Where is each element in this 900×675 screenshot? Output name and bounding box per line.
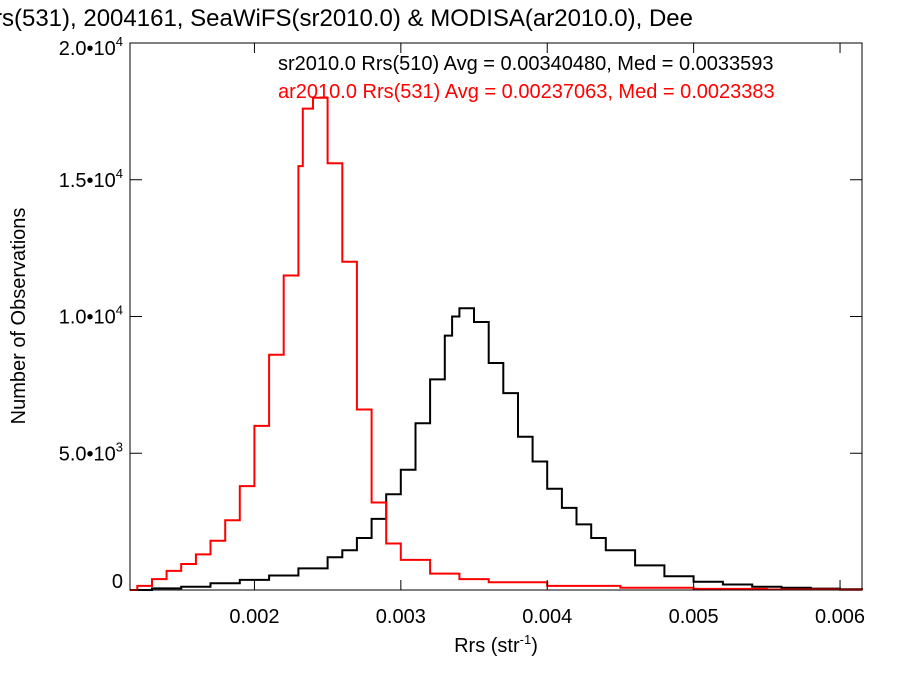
chart-title: rs(531), 2004161, SeaWiFS(sr2010.0) & MO… [0,5,693,32]
x-tick-label-2: 0.004 [522,606,572,628]
x-tick-label-4: 0.006 [815,606,865,628]
y-tick-label-3: 1.5•104 [59,166,123,192]
x-tick-label-0: 0.002 [229,606,279,628]
series-line-1 [130,96,863,591]
annotation-black: sr2010.0 Rrs(510) Avg = 0.00340480, Med … [278,53,774,75]
series-line-0 [130,307,863,591]
x-axis-label-exponent: -1 [520,632,532,647]
x-axis-label-tail: ) [531,635,538,657]
x-tick-label-1: 0.003 [376,606,426,628]
y-tick-label-1: 5.0•103 [59,439,123,465]
y-axis-ticks: 0 5.0•103 1.0•104 1.5•104 2.0•104 [59,34,862,593]
x-tick-label-3: 0.005 [669,606,719,628]
y-tick-label-0: 0 [112,571,123,593]
annotation-red: ar2010.0 Rrs(531) Avg = 0.00237063, Med … [278,81,775,103]
x-axis-label-main: Rrs (str [454,635,520,657]
y-tick-label-2: 1.0•104 [59,303,123,329]
x-axis-label: Rrs (str-1) [454,632,538,657]
y-tick-label-4: 2.0•104 [59,34,123,60]
y-axis-label: Number of Observations [8,208,30,425]
x-axis-ticks: 0.002 0.003 0.004 0.005 0.006 [229,43,865,628]
series-layer [130,96,863,591]
